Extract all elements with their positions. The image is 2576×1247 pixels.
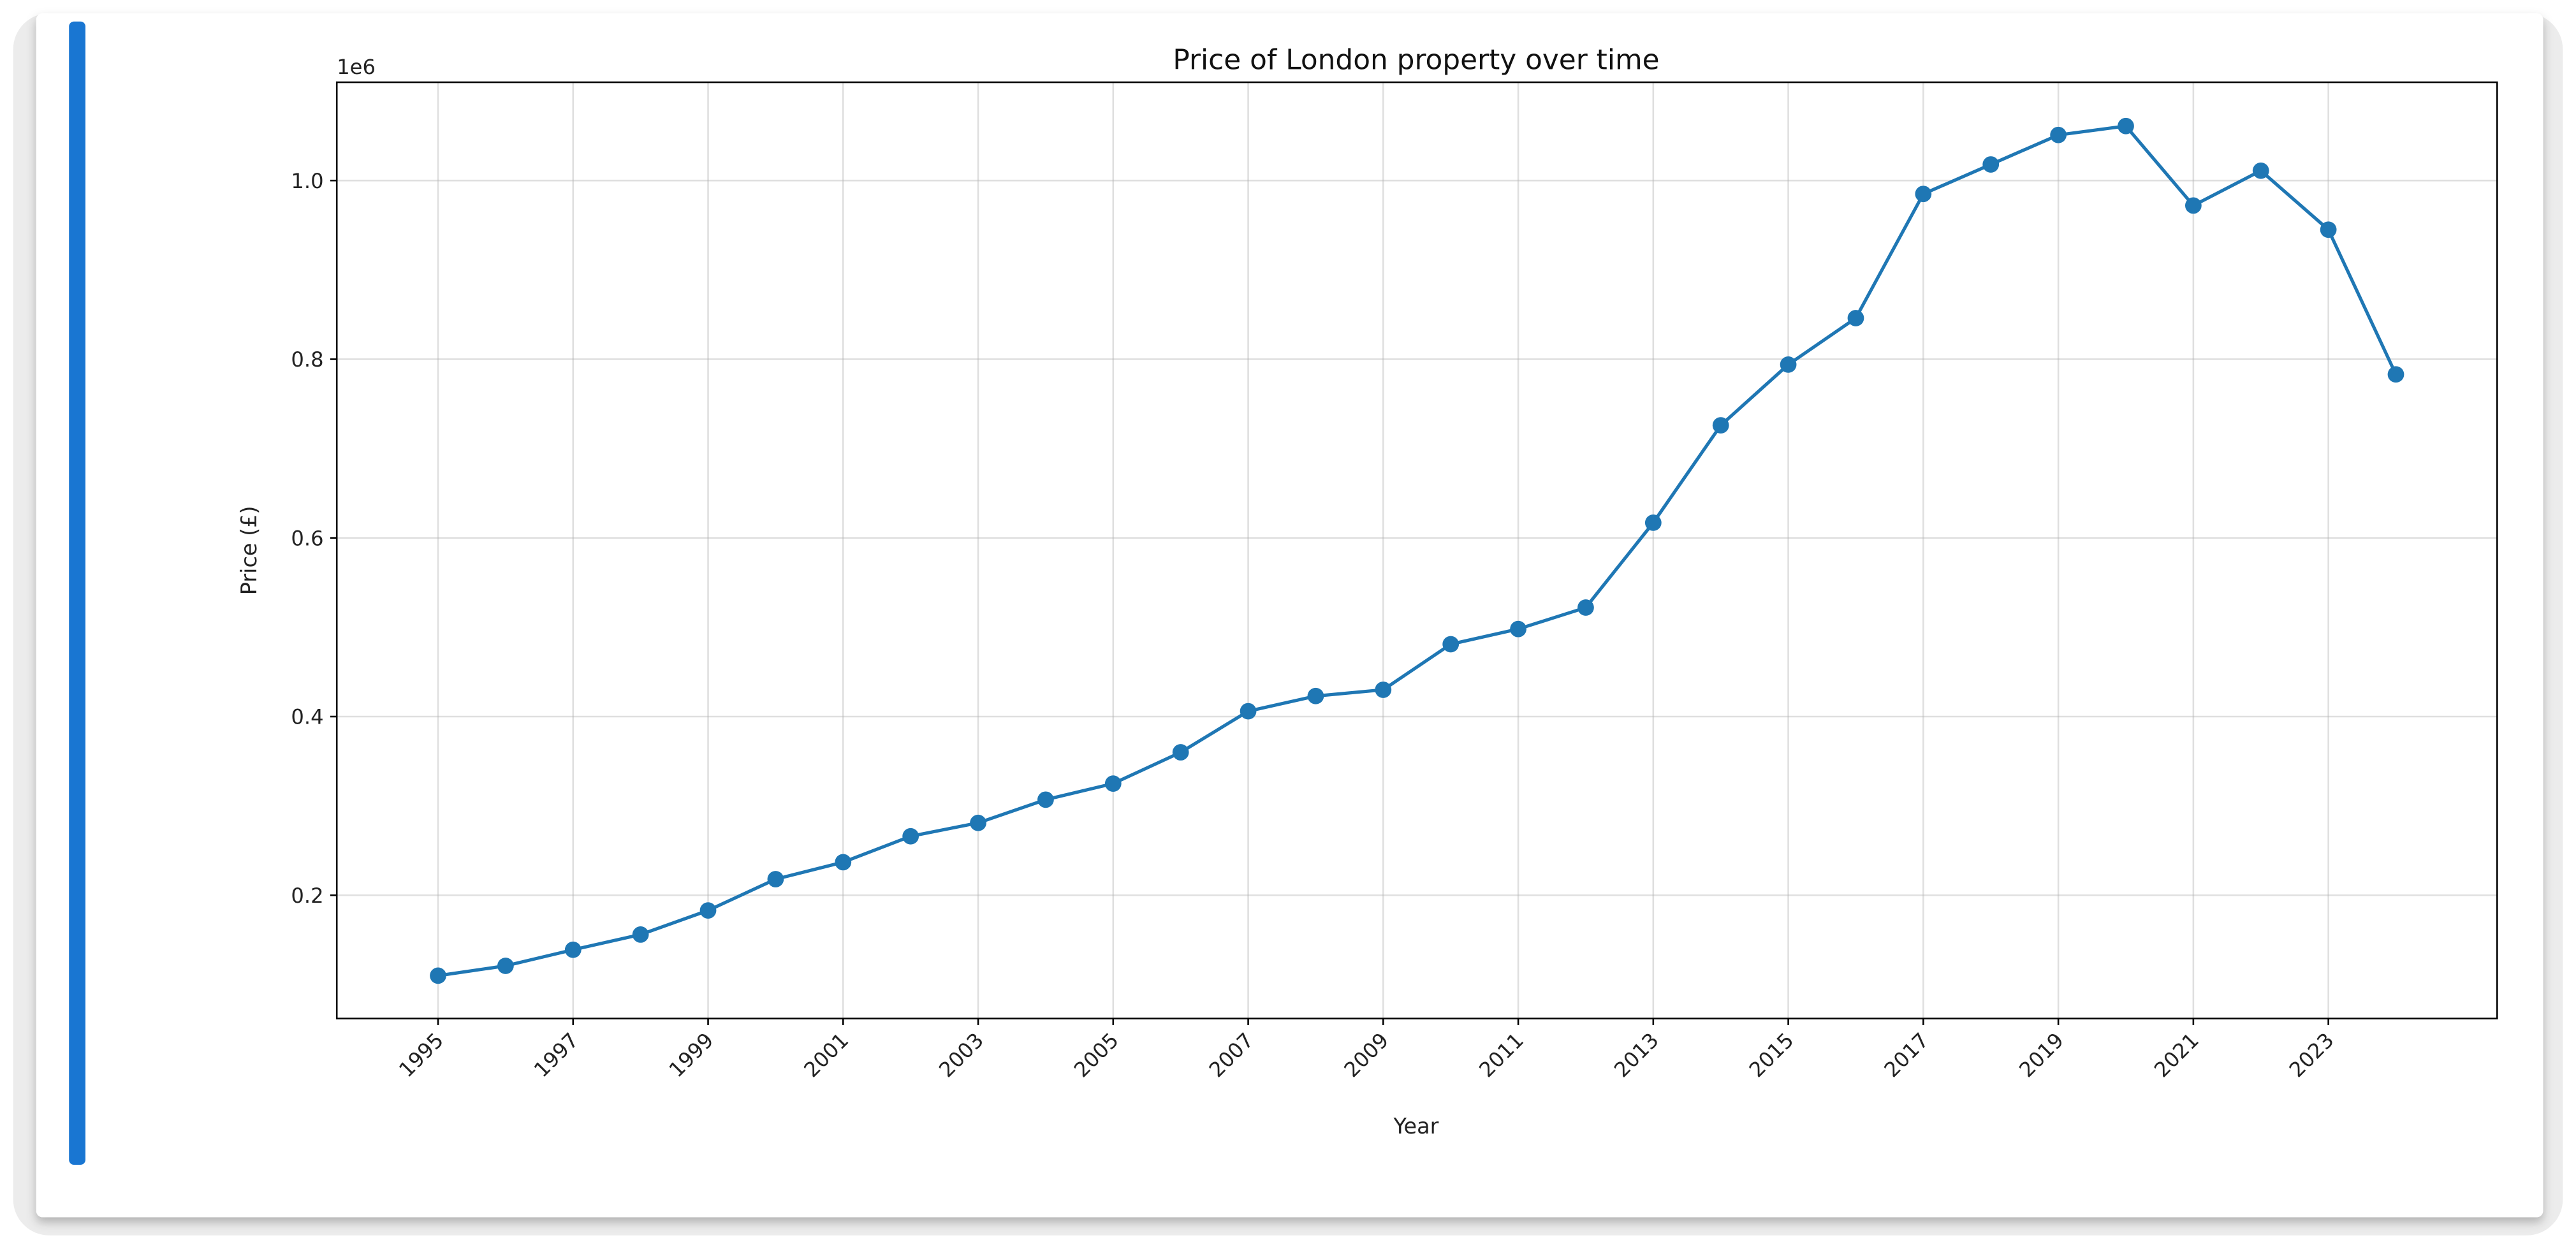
data-point-1997 [564,941,582,958]
data-point-2008 [1307,687,1324,704]
data-point-1995 [430,967,446,984]
y-tick-label: 0.6 [291,526,323,550]
y-tick-label: 1.0 [291,169,323,193]
data-point-1999 [699,902,717,919]
data-point-2011 [1510,620,1526,638]
data-point-2018 [1982,156,2000,173]
data-point-2019 [2050,126,2067,143]
data-point-2021 [2184,197,2202,214]
data-point-2016 [1847,310,1864,326]
data-point-2005 [1104,775,1122,792]
data-point-1996 [497,958,514,974]
y-tick-label: 0.8 [291,347,323,372]
data-point-2010 [1442,636,1460,653]
y-axis: 0.2 0.4 0.6 0.8 1.0 [291,169,337,908]
data-point-2001 [835,854,852,871]
data-point-2014 [1712,417,1729,434]
series-line [437,124,2397,977]
data-point-2023 [2320,221,2337,238]
y-tick-label: 0.4 [291,705,323,729]
data-point-2003 [970,814,986,831]
data-point-2022 [2252,162,2269,179]
data-point-2013 [1644,514,1662,531]
data-point-2024 [2387,366,2404,383]
y-axis-label: Price (£) [237,506,261,595]
data-point-2015 [1780,356,1797,373]
accent-bar [69,21,85,1165]
data-point-2002 [902,828,919,845]
data-point-2009 [1375,682,1392,698]
data-point-2000 [767,871,784,887]
card-panel [36,13,2543,1218]
data-point-1998 [632,926,649,943]
data-point-2020 [2118,117,2134,135]
y-tick-label: 0.2 [291,884,323,908]
y-offset-label: 1e6 [337,55,376,79]
data-point-2017 [1915,186,1932,203]
series-markers [430,117,2404,984]
data-point-2007 [1240,703,1257,720]
x-axis-label: Year [1393,1114,1439,1139]
data-point-2012 [1577,599,1594,616]
chart-title: Price of London property over time [1173,43,1659,76]
grid-lines [337,82,2498,1019]
data-point-2006 [1172,744,1189,761]
data-point-2004 [1037,791,1054,808]
plot-area-frame [335,81,2498,1019]
